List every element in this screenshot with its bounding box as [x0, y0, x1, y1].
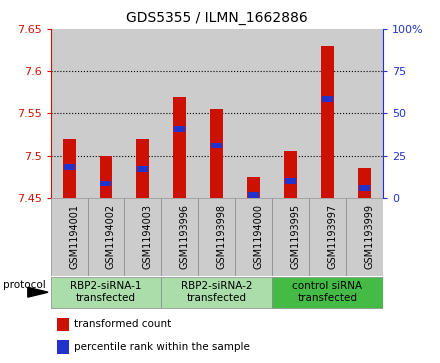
Text: percentile rank within the sample: percentile rank within the sample: [74, 342, 250, 352]
Text: GSM1193997: GSM1193997: [327, 204, 337, 269]
Bar: [51, 277, 161, 307]
Bar: [161, 277, 272, 307]
Polygon shape: [28, 287, 48, 297]
Bar: [235, 198, 272, 276]
Bar: [247, 177, 260, 198]
Bar: [198, 198, 235, 276]
Bar: [137, 166, 148, 172]
Bar: [125, 29, 161, 198]
Bar: [161, 29, 198, 198]
Bar: [100, 180, 111, 187]
Bar: [57, 340, 69, 354]
Text: control siRNA
transfected: control siRNA transfected: [292, 281, 363, 303]
Bar: [309, 29, 346, 198]
Bar: [346, 29, 383, 198]
Bar: [346, 198, 383, 276]
Bar: [62, 139, 76, 198]
Bar: [321, 46, 334, 198]
Bar: [99, 156, 113, 198]
Bar: [136, 139, 149, 198]
Bar: [309, 198, 346, 276]
Text: GSM1194000: GSM1194000: [253, 204, 264, 269]
Bar: [210, 109, 223, 198]
Text: RBP2-siRNA-2
transfected: RBP2-siRNA-2 transfected: [181, 281, 253, 303]
Text: GSM1194002: GSM1194002: [106, 204, 116, 269]
Bar: [88, 198, 125, 276]
Bar: [125, 198, 161, 276]
Bar: [272, 29, 309, 198]
Text: GSM1194003: GSM1194003: [143, 204, 153, 269]
Text: GSM1194001: GSM1194001: [69, 204, 79, 269]
Bar: [322, 96, 333, 102]
Bar: [235, 29, 272, 198]
Text: GSM1193998: GSM1193998: [216, 204, 227, 269]
Text: GSM1193996: GSM1193996: [180, 204, 190, 269]
Bar: [248, 192, 259, 198]
Text: transformed count: transformed count: [74, 319, 172, 330]
Bar: [51, 198, 88, 276]
Text: GSM1193995: GSM1193995: [290, 204, 301, 269]
Bar: [174, 126, 185, 131]
Text: RBP2-siRNA-1
transfected: RBP2-siRNA-1 transfected: [70, 281, 142, 303]
Bar: [161, 198, 198, 276]
Bar: [284, 151, 297, 198]
Bar: [358, 168, 371, 198]
Bar: [63, 164, 74, 170]
Bar: [211, 143, 222, 148]
Bar: [285, 178, 296, 184]
Bar: [51, 29, 88, 198]
Bar: [173, 97, 186, 198]
Title: GDS5355 / ILMN_1662886: GDS5355 / ILMN_1662886: [126, 11, 308, 25]
Bar: [359, 185, 370, 191]
Bar: [198, 29, 235, 198]
Bar: [272, 198, 309, 276]
Bar: [57, 318, 69, 331]
Text: protocol: protocol: [3, 280, 45, 290]
Text: GSM1193999: GSM1193999: [364, 204, 374, 269]
Bar: [88, 29, 125, 198]
Bar: [272, 277, 383, 307]
